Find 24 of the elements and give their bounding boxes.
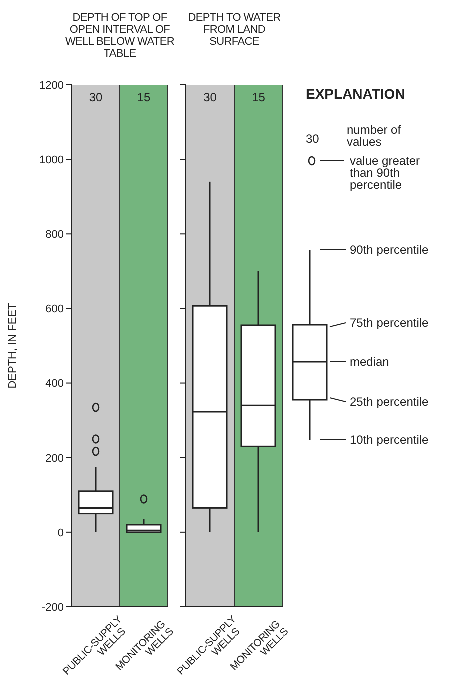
- annotation: 15: [252, 90, 266, 105]
- text: 30: [306, 132, 320, 146]
- y-tick-label: 400: [46, 378, 64, 390]
- y-tick-label: 0: [58, 527, 64, 540]
- y-tick-label: 600: [46, 304, 64, 316]
- text: 90th percentile: [350, 243, 430, 257]
- text: 25th percentile: [350, 395, 430, 409]
- y-axis-title: DEPTH, IN FEET: [6, 302, 19, 389]
- text: 75th percentile: [350, 316, 430, 330]
- text: median: [350, 355, 390, 369]
- annotation: 30: [204, 90, 218, 105]
- y-tick-label: -200: [42, 602, 64, 614]
- y-tick-label: 200: [46, 452, 64, 465]
- chart-title: DEPTH TO WATER FROM LAND SURFACE: [187, 12, 282, 48]
- annotation: 30: [89, 90, 103, 105]
- text: 10th percentile: [350, 433, 430, 447]
- text: value greater than 90th percentile: [350, 154, 422, 192]
- text: EXPLANATION: [306, 86, 406, 102]
- y-tick-label: 1000: [40, 154, 64, 166]
- annotation: 15: [137, 90, 151, 105]
- y-tick-label: 800: [46, 229, 64, 242]
- y-tick-label: 1200: [40, 80, 64, 92]
- text: number of values: [347, 123, 402, 149]
- chart-title: DEPTH OF TOP OF OPEN INTERVAL OF WELL BELOW WATER TABLE: [64, 12, 176, 60]
